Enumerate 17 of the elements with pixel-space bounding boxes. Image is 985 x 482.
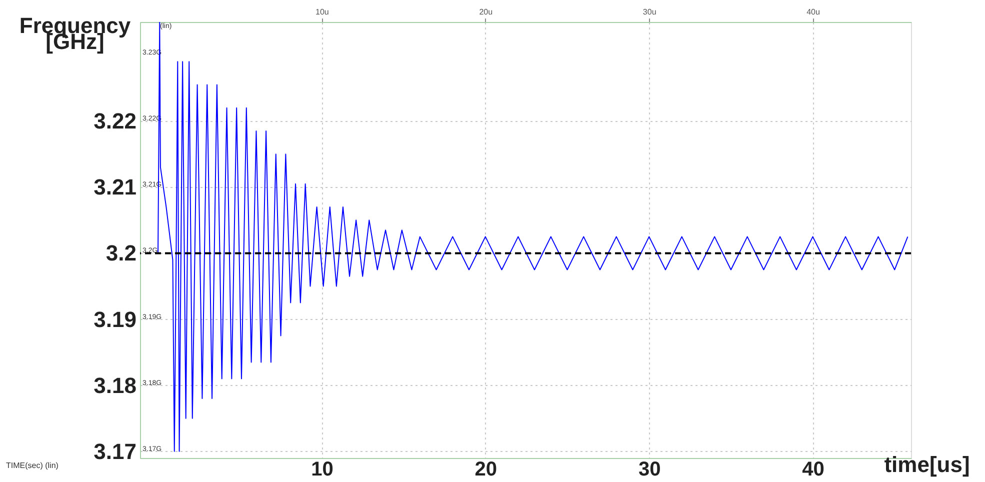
x2-tick-label: 20u <box>479 8 493 16</box>
x-tick-label: 20 <box>474 458 498 480</box>
x-axis-title: time[us] <box>884 452 970 477</box>
x-tick-label: 30 <box>638 458 661 480</box>
x-tick-label: 10 <box>311 458 334 480</box>
y-tick-label: 3.22 <box>94 108 136 134</box>
y-tick-label: 3.19 <box>94 306 136 332</box>
x2-tick-label: 30u <box>642 8 656 16</box>
y-tick-label: 3.18 <box>94 372 136 398</box>
y-axis-title: Frequency [GHz] <box>19 13 132 54</box>
y-tick-label: 3.21 <box>94 174 136 200</box>
y-tick-label: 3.17 <box>94 438 136 464</box>
text: TIME(sec) (lin) <box>6 461 59 470</box>
x2-tick-label: 10u <box>316 8 329 16</box>
x-tick-label: 40 <box>802 458 824 480</box>
y-tick-label: 3.2 <box>106 240 136 266</box>
x2-tick-label: 40u <box>806 8 820 16</box>
